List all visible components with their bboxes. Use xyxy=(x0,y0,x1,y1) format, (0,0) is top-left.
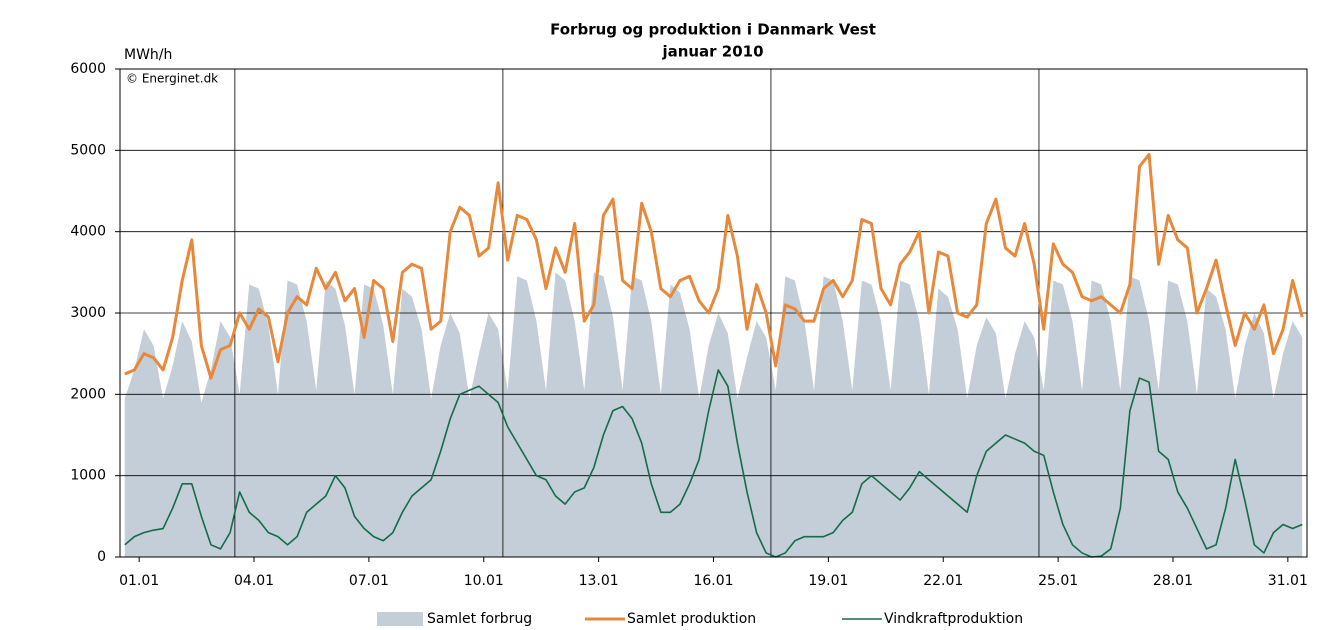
y-tick-label: 2000 xyxy=(70,386,106,402)
x-tick-label: 31.01 xyxy=(1268,573,1308,589)
x-tick-label: 01.01 xyxy=(119,573,159,589)
legend-label: Samlet produktion xyxy=(627,611,756,627)
x-tick-label: 25.01 xyxy=(1038,573,1078,589)
y-tick-label: 1000 xyxy=(70,468,106,484)
x-tick-label: 22.01 xyxy=(923,573,963,589)
legend-label: Samlet forbrug xyxy=(427,611,532,627)
x-tick-label: 13.01 xyxy=(579,573,619,589)
line xyxy=(124,152,1304,380)
x-tick-label: 16.01 xyxy=(693,573,733,589)
annotation: © Energinet.dk xyxy=(126,72,218,86)
y-tick-label: 4000 xyxy=(70,224,106,240)
x-tick-label: 19.01 xyxy=(808,573,848,589)
y-tick-label: 3000 xyxy=(70,305,106,321)
chart-subtitle: januar 2010 xyxy=(661,43,763,61)
area xyxy=(120,272,1303,557)
y-tick-label: 6000 xyxy=(70,61,106,77)
x-tick-label: 10.01 xyxy=(464,573,504,589)
x-tick-label: 28.01 xyxy=(1153,573,1193,589)
y-tick-label: 5000 xyxy=(70,142,106,158)
x-tick-label: 04.01 xyxy=(234,573,274,589)
line xyxy=(124,369,1303,558)
y-axis-label: MWh/h xyxy=(124,47,172,63)
chart-title: Forbrug og produktion i Danmark Vest xyxy=(550,21,876,39)
y-tick-label: 0 xyxy=(97,549,106,565)
legend-swatch xyxy=(377,612,423,626)
x-tick-label: 07.01 xyxy=(349,573,389,589)
legend-label: Vindkraftproduktion xyxy=(884,611,1023,627)
